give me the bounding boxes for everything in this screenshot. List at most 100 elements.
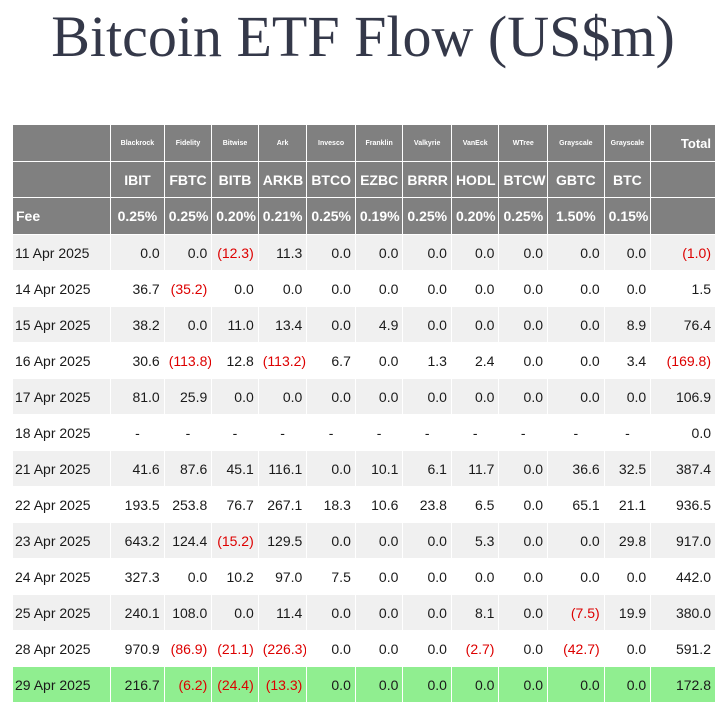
flow-cell: 129.5 (257, 522, 308, 559)
flow-cell: 0.0 (306, 450, 356, 487)
flow-cell: 76.7 (211, 486, 259, 523)
table-row: 23 Apr 2025 643.2 124.4 (15.2) 129.5 0.0 0.0 0.… (11, 522, 716, 559)
flow-cell: 0.0 (498, 378, 549, 415)
ticker-header-cell: BITB (211, 161, 259, 198)
total-cell: 76.4 (650, 306, 716, 343)
total-header-cell: Total (650, 124, 716, 162)
flow-cell: 11.3 (257, 234, 308, 271)
total-cell: 1.5 (650, 270, 716, 307)
table-row: 28 Apr 2025 970.9 (86.9) (21.1) (226.3) 0.0 0.… (11, 630, 716, 667)
flow-cell: 0.0 (306, 306, 356, 343)
total-cell: 936.5 (650, 486, 716, 523)
total-cell: 380.0 (650, 594, 716, 631)
fee-cell: 0.20% (211, 197, 259, 235)
fee-cell: 0.25% (402, 197, 452, 235)
date-cell: 28 Apr 2025 (11, 630, 112, 667)
flow-cell: 0.0 (306, 594, 356, 631)
flow-cell: 327.3 (110, 558, 165, 595)
flow-cell: - (211, 414, 259, 451)
flow-cell: (7.5) (547, 594, 605, 631)
flow-cell: 32.5 (603, 450, 652, 487)
flow-cell: 0.0 (110, 234, 165, 271)
table-row: 24 Apr 2025 327.3 0.0 10.2 97.0 7.5 0.0 0.0 0.0 0… (11, 558, 716, 595)
ticker-header-cell: ARKB (257, 161, 308, 198)
flow-cell: 5.3 (450, 522, 500, 559)
table-row: 25 Apr 2025 240.1 108.0 0.0 11.4 0.0 0.0 0.0 8.1… (11, 594, 716, 631)
flow-cell: 1.3 (402, 342, 452, 379)
flow-cell: 0.0 (306, 378, 356, 415)
flow-cell: (13.3) (257, 666, 308, 703)
date-cell: 17 Apr 2025 (11, 378, 112, 415)
flow-cell: 0.0 (402, 666, 452, 703)
flow-cell: 0.0 (547, 522, 605, 559)
flow-cell: (12.3) (211, 234, 259, 271)
flow-cell: 41.6 (110, 450, 165, 487)
fee-cell: 0.21% (257, 197, 308, 235)
flow-cell: (86.9) (163, 630, 213, 667)
flow-cell: (113.8) (163, 342, 213, 379)
flow-cell: 0.0 (402, 234, 452, 271)
flow-cell: 11.0 (211, 306, 259, 343)
ticker-header-cell: BTCW (498, 161, 549, 198)
issuer-header-cell: Franklin (354, 124, 404, 162)
table-row: 11 Apr 2025 0.0 0.0 (12.3) 11.3 0.0 0.0 0.0 0.0 0… (11, 234, 716, 271)
date-cell: 14 Apr 2025 (11, 270, 112, 307)
flow-cell: 970.9 (110, 630, 165, 667)
fee-cell: 1.50% (547, 197, 605, 235)
table-row: 18 Apr 2025- - - - - - - - - - -0.0 (11, 414, 716, 451)
flow-cell: 0.0 (354, 234, 404, 271)
flow-cell: - (547, 414, 605, 451)
flow-cell: - (163, 414, 213, 451)
flow-cell: 18.3 (306, 486, 356, 523)
flow-cell: 0.0 (354, 270, 404, 307)
issuer-header-cell: Grayscale (547, 124, 605, 162)
flow-cell: 0.0 (211, 594, 259, 631)
flow-cell: 6.5 (450, 486, 500, 523)
flow-cell: 0.0 (450, 666, 500, 703)
issuer-header-cell: WTree (498, 124, 549, 162)
flow-cell: 0.0 (257, 270, 308, 307)
flow-cell: 36.6 (547, 450, 605, 487)
ticker-header-cell: GBTC (547, 161, 605, 198)
ticker-total-cell (650, 161, 716, 198)
flow-cell: 36.7 (110, 270, 165, 307)
flow-cell: - (306, 414, 356, 451)
date-cell: 29 Apr 2025 (11, 666, 112, 703)
page-title: Bitcoin ETF Flow (US$m) (51, 4, 675, 69)
fee-cell: 0.25% (306, 197, 356, 235)
fee-cell: 0.20% (450, 197, 500, 235)
flow-cell: 0.0 (402, 522, 452, 559)
ticker-corner-cell (11, 161, 112, 198)
flow-cell: 0.0 (257, 378, 308, 415)
table-row-highlighted: 29 Apr 2025 216.7 (6.2) (24.4) (13.3) 0.0 0.0 0… (11, 666, 716, 703)
flow-cell: 643.2 (110, 522, 165, 559)
flow-cell: 0.0 (306, 666, 356, 703)
flow-cell: 116.1 (257, 450, 308, 487)
flow-cell: 0.0 (498, 594, 549, 631)
flow-cell: 0.0 (603, 378, 652, 415)
flow-cell: 0.0 (354, 342, 404, 379)
flow-cell: 0.0 (603, 666, 652, 703)
issuer-header-cell: Ark (257, 124, 308, 162)
date-cell: 15 Apr 2025 (11, 306, 112, 343)
table-row: 17 Apr 2025 81.0 25.9 0.0 0.0 0.0 0.0 0.0 0.0 0.0… (11, 378, 716, 415)
flow-cell: 11.7 (450, 450, 500, 487)
flow-cell: 0.0 (354, 666, 404, 703)
date-cell: 25 Apr 2025 (11, 594, 112, 631)
flow-cell: 0.0 (402, 306, 452, 343)
fee-cell: 0.15% (603, 197, 652, 235)
flow-cell: 29.8 (603, 522, 652, 559)
flow-cell: (15.2) (211, 522, 259, 559)
flow-cell: 0.0 (163, 558, 213, 595)
flow-cell: 0.0 (354, 522, 404, 559)
flow-cell: 0.0 (306, 522, 356, 559)
date-cell: 18 Apr 2025 (11, 414, 112, 451)
table-row: 15 Apr 2025 38.2 0.0 11.0 13.4 0.0 4.9 0.0 0.0 0.… (11, 306, 716, 343)
flow-cell: 0.0 (354, 594, 404, 631)
total-cell: 387.4 (650, 450, 716, 487)
flow-cell: 38.2 (110, 306, 165, 343)
flow-cell: 0.0 (498, 342, 549, 379)
fee-cell: 0.19% (354, 197, 404, 235)
total-cell: 917.0 (650, 522, 716, 559)
flow-cell: 0.0 (354, 558, 404, 595)
